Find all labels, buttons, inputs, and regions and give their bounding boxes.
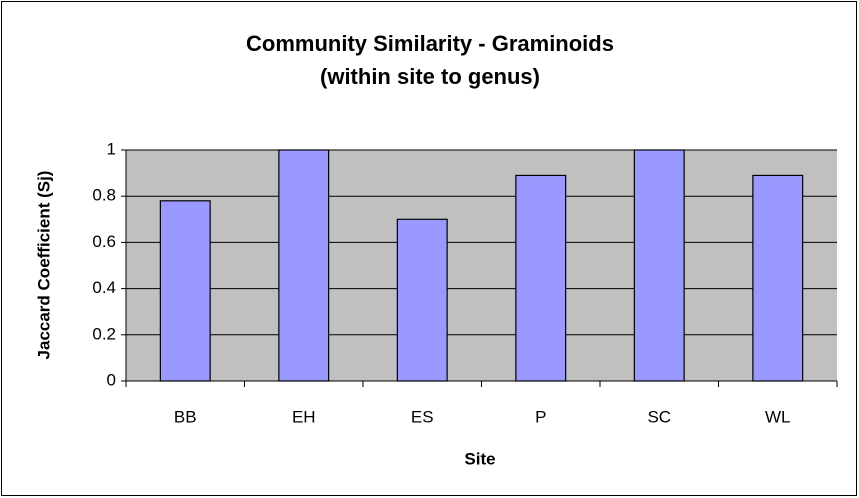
y-tick-label: 0.4 [92, 278, 116, 297]
y-tick-label: 0.6 [92, 232, 116, 251]
y-axis-title: Jaccard Coefficient (Sj) [34, 171, 53, 360]
bar [159, 200, 211, 382]
plot-area [126, 150, 837, 381]
y-tick-label: 1 [107, 139, 116, 158]
bar [752, 174, 804, 382]
x-tick-label: ES [411, 407, 434, 426]
y-tick-label: 0.8 [92, 186, 116, 205]
y-tick-label: 0.2 [92, 324, 116, 343]
bar [278, 149, 330, 382]
x-tick-label: SC [647, 407, 671, 426]
x-tick-label: EH [292, 407, 316, 426]
bar [396, 218, 448, 382]
bar [633, 149, 685, 382]
bar [515, 174, 567, 382]
chart-title: Community Similarity - Graminoids [246, 31, 614, 56]
chart-subtitle: (within site to genus) [320, 64, 540, 89]
x-tick-label: P [535, 407, 546, 426]
x-tick-label: BB [174, 407, 197, 426]
y-tick-label: 0 [107, 370, 116, 389]
x-axis-title: Site [464, 449, 495, 468]
x-tick-label: WL [765, 407, 791, 426]
